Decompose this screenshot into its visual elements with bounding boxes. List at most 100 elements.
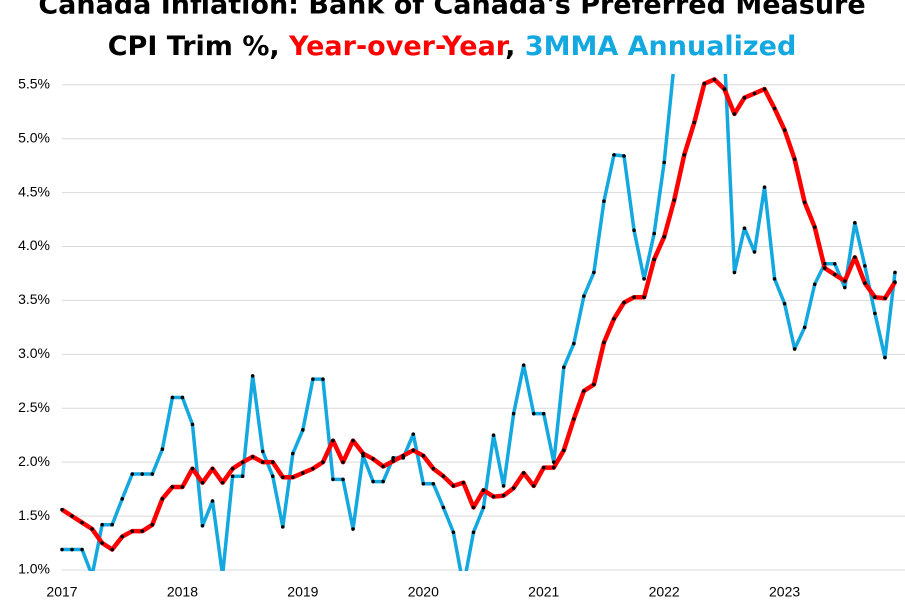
data-point <box>742 226 747 230</box>
data-point <box>150 522 155 527</box>
data-point <box>321 460 325 464</box>
data-point <box>692 120 697 125</box>
data-point <box>461 480 466 485</box>
data-point <box>421 481 426 486</box>
data-point <box>130 529 135 533</box>
data-point <box>311 466 315 471</box>
data-point <box>521 471 526 475</box>
y-tick-label: 4.5% <box>18 183 50 199</box>
data-point <box>843 279 847 283</box>
data-point <box>341 460 345 464</box>
data-point <box>531 411 536 416</box>
data-point <box>250 454 255 459</box>
data-point <box>702 81 707 86</box>
data-point <box>652 231 656 236</box>
data-point <box>511 486 516 490</box>
data-point <box>270 460 275 464</box>
data-point <box>451 484 456 488</box>
data-point <box>100 522 104 527</box>
data-point <box>802 325 807 330</box>
data-point <box>612 316 616 321</box>
data-point <box>150 472 155 476</box>
data-point <box>411 448 416 453</box>
data-point <box>441 505 446 510</box>
data-point <box>190 422 195 427</box>
data-point <box>221 574 225 578</box>
chart-title: Canada Inflation: Bank of Canada's Prefe… <box>38 0 865 21</box>
data-point <box>160 447 165 452</box>
data-point <box>240 474 245 478</box>
data-point <box>431 466 436 471</box>
data-point <box>291 475 295 480</box>
data-point <box>90 574 94 578</box>
data-point <box>893 280 897 284</box>
data-point <box>682 153 687 157</box>
data-point <box>421 453 426 458</box>
data-point <box>622 300 626 305</box>
data-point <box>822 266 827 270</box>
data-point <box>240 460 245 464</box>
data-point <box>612 153 616 157</box>
data-point <box>471 530 476 535</box>
data-point <box>200 523 205 528</box>
data-point <box>511 411 516 416</box>
data-point <box>642 295 646 300</box>
data-point <box>632 228 636 233</box>
data-point <box>883 355 887 360</box>
y-tick-label: 1.0% <box>18 561 50 577</box>
data-point <box>230 466 235 471</box>
data-point <box>270 474 275 478</box>
data-point <box>551 460 556 464</box>
legend-entry: 3MMA Annualized <box>525 31 796 62</box>
data-point <box>431 481 436 486</box>
data-point <box>602 340 606 345</box>
data-point <box>341 477 345 482</box>
y-tick-label: 3.5% <box>18 291 50 307</box>
data-point <box>752 91 757 96</box>
data-point <box>582 294 586 298</box>
data-point <box>662 160 666 165</box>
y-tick-label: 2.0% <box>18 453 50 469</box>
data-point <box>792 157 797 161</box>
data-point <box>501 484 506 488</box>
data-point <box>391 456 395 460</box>
data-point <box>100 541 104 545</box>
data-point <box>110 522 114 527</box>
data-point <box>180 395 185 400</box>
data-point <box>481 505 486 510</box>
data-point <box>280 475 285 480</box>
data-point <box>70 514 74 518</box>
data-point <box>120 534 125 539</box>
y-tick-label: 4.0% <box>18 237 50 253</box>
data-point <box>642 277 646 281</box>
data-point <box>80 547 84 552</box>
data-point <box>60 547 64 552</box>
data-point <box>301 428 305 432</box>
data-point <box>812 282 817 287</box>
x-tick-label: 2019 <box>287 584 318 600</box>
data-point <box>562 365 566 370</box>
data-point <box>582 389 586 393</box>
data-point <box>170 395 175 400</box>
data-point <box>782 128 787 132</box>
data-point <box>301 471 305 475</box>
data-point <box>501 493 506 498</box>
data-point <box>592 270 596 275</box>
data-point <box>782 301 787 306</box>
data-point <box>652 257 656 262</box>
data-point <box>250 374 255 378</box>
data-point <box>401 453 406 458</box>
data-point <box>541 411 546 416</box>
data-point <box>130 472 135 476</box>
series-line <box>60 77 897 552</box>
data-point <box>722 87 727 91</box>
data-point <box>832 261 837 266</box>
data-point <box>280 525 285 529</box>
data-point <box>180 485 185 489</box>
data-point <box>843 285 847 290</box>
data-point <box>160 497 165 501</box>
data-point <box>812 225 817 229</box>
series-line <box>62 74 897 571</box>
data-point <box>230 474 235 478</box>
data-point <box>572 417 576 421</box>
